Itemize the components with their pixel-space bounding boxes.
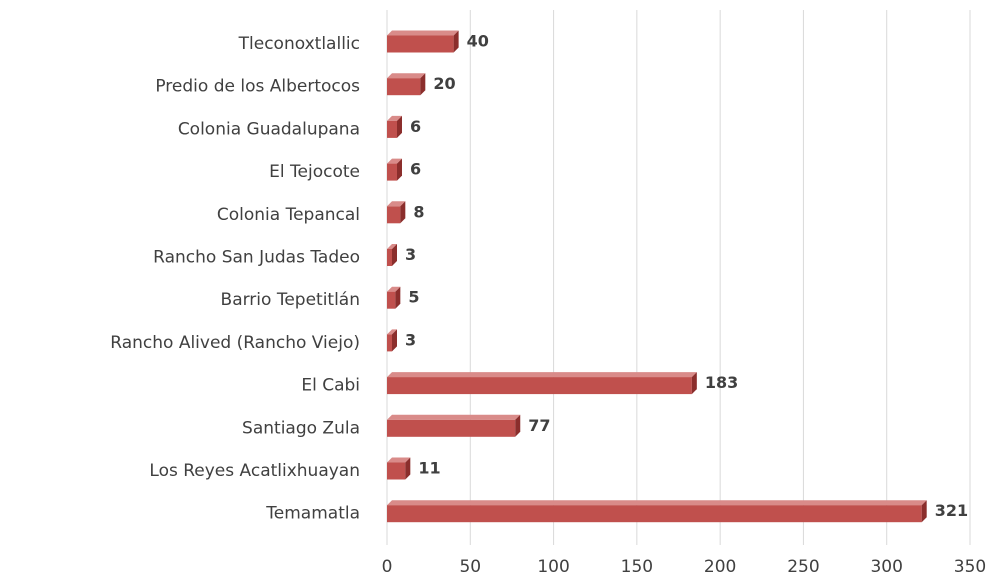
x-tick-label: 150 [621,557,653,577]
bar [387,35,454,53]
bar-side [396,115,402,138]
bar-side [405,457,411,480]
value-label: 40 [467,32,489,51]
bar-top [387,158,402,164]
bar [387,419,516,437]
bar [387,120,397,138]
x-tick-label: 0 [382,557,393,577]
bar [387,462,406,480]
value-label: 77 [528,416,550,435]
bar-top [387,500,927,506]
y-tick-label: Los Reyes Acatlixhuayan [149,461,360,481]
y-tick-label: Rancho Alived (Rancho Viejo) [110,333,360,353]
bar-side [391,244,397,266]
bar [387,206,401,224]
bar-top [387,201,406,207]
bar [387,78,421,96]
y-tick-label: Rancho San Judas Tadeo [153,248,360,268]
y-tick-label: Santiago Zula [242,418,360,438]
bar-side [395,286,401,309]
bar-side [921,500,927,523]
bar-top [387,115,402,121]
value-label: 3 [405,245,416,264]
value-label: 20 [433,74,455,93]
x-tick-label: 350 [954,557,986,577]
value-label: 6 [410,160,421,179]
value-label: 183 [705,373,738,392]
y-tick-label: El Tejocote [269,162,360,182]
y-tick-label: Predio de los Albertocos [155,77,360,97]
bar-top [387,244,397,249]
value-label: 8 [413,202,424,221]
bar [387,163,397,181]
bar-side [453,30,459,53]
value-label: 6 [410,117,421,136]
bar-top [387,329,397,335]
bar-top [387,414,521,420]
y-tick-label: Colonia Tepancal [217,205,360,225]
bar-top [387,457,411,463]
bar-side [400,201,406,224]
y-tick-label: Temamatla [265,504,360,524]
bar [387,291,396,309]
bar-side [396,158,402,181]
y-tick-label: Barrio Tepetitlán [221,290,360,310]
bar [387,377,692,395]
x-tick-label: 100 [537,557,569,577]
bar-top [387,30,459,36]
value-label: 5 [408,288,419,307]
bar-top [387,286,401,292]
bar-side [420,73,426,96]
value-label: 11 [418,459,440,478]
y-tick-label: Tleconoxtlallic [238,34,360,54]
bar [387,505,922,523]
bar-side [515,414,521,437]
bar [387,249,392,266]
y-tick-label: El Cabi [301,376,360,396]
bar-side [691,372,697,395]
bar-side [391,329,397,352]
x-tick-label: 300 [870,557,902,577]
y-tick-label: Colonia Guadalupana [178,119,360,139]
value-label: 3 [405,330,416,349]
bar-top [387,372,697,378]
x-tick-label: 200 [704,557,736,577]
x-tick-label: 50 [459,557,481,577]
value-label: 321 [935,501,968,520]
x-tick-label: 250 [787,557,819,577]
bar-top [387,73,426,79]
bar [387,334,392,352]
